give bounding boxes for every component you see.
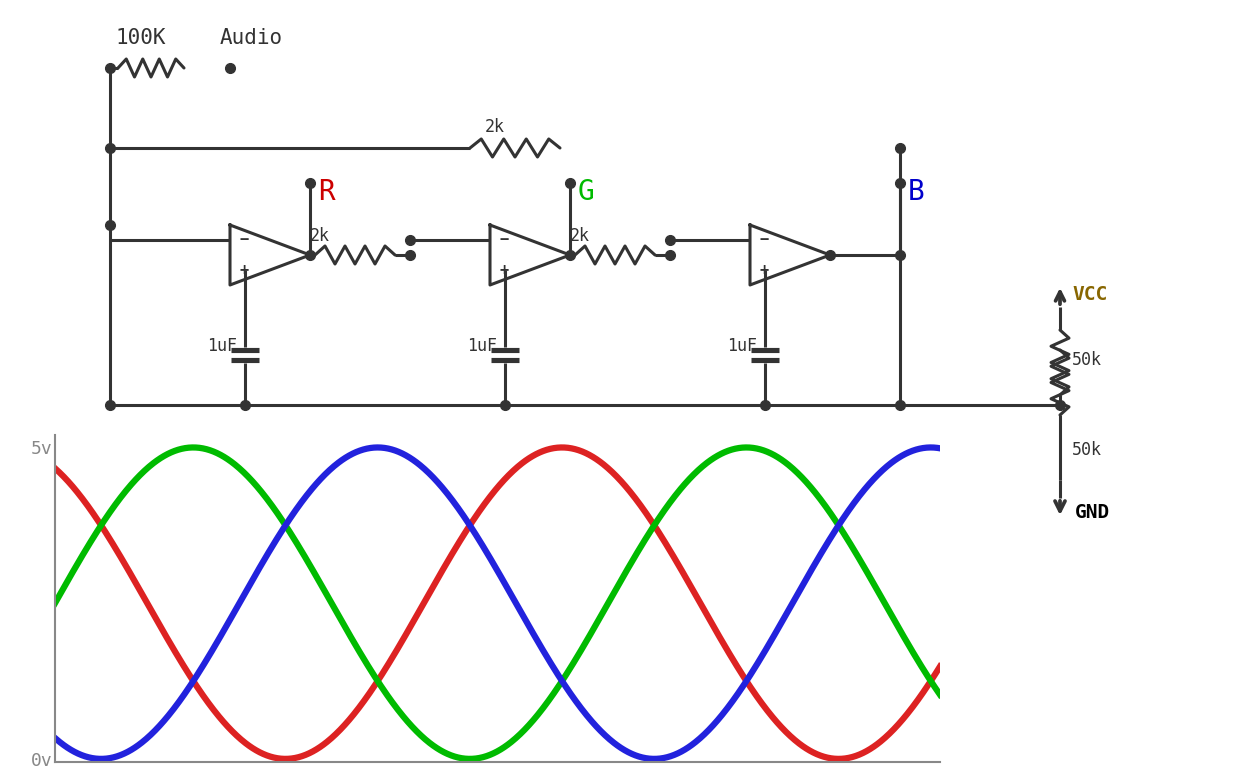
Text: −: − <box>500 232 510 247</box>
Text: R: R <box>318 178 334 206</box>
Text: 2k: 2k <box>310 227 329 245</box>
Text: 2k: 2k <box>485 118 505 136</box>
Text: +: + <box>239 263 249 278</box>
Text: 1uF: 1uF <box>207 337 237 355</box>
Text: −: − <box>760 232 769 247</box>
Text: −: − <box>239 232 249 247</box>
Text: +: + <box>760 263 769 278</box>
Text: 1uF: 1uF <box>727 337 756 355</box>
Text: 2k: 2k <box>570 227 590 245</box>
Text: 50k: 50k <box>1072 441 1102 459</box>
Text: 1uF: 1uF <box>466 337 497 355</box>
Text: 50k: 50k <box>1072 351 1102 369</box>
Text: 100K: 100K <box>115 28 165 48</box>
Text: B: B <box>908 178 924 206</box>
Text: Audio: Audio <box>220 28 283 48</box>
Text: G: G <box>578 178 595 206</box>
Text: +: + <box>500 263 510 278</box>
Text: GND: GND <box>1075 504 1111 522</box>
Text: VCC: VCC <box>1072 285 1107 304</box>
